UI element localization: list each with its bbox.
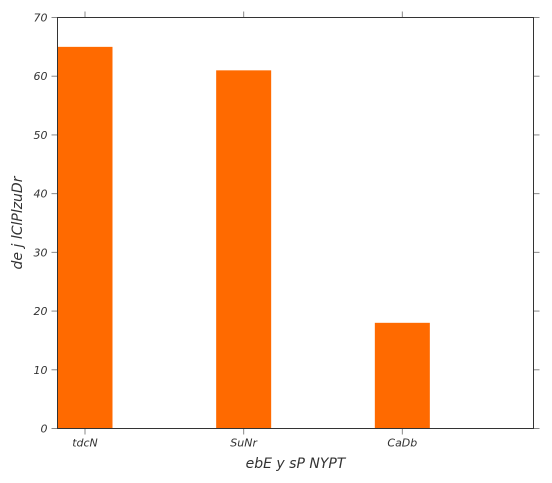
bar-CaDb <box>375 323 430 429</box>
y-axis-title: de j lClPlzuDr <box>10 175 26 269</box>
y-tick-labels: 0 10 20 30 40 50 60 70 <box>34 12 48 436</box>
x-tick-labels: tdcN SuNr CaDb <box>72 437 417 450</box>
bars-group <box>58 47 430 429</box>
plot-frame <box>58 18 534 429</box>
y-tick-label: 40 <box>34 188 48 201</box>
x-tick-label: SuNr <box>230 437 258 450</box>
y-tick-label: 10 <box>34 364 48 377</box>
bar-SuNr <box>216 70 271 428</box>
x-tick-label: tdcN <box>72 437 98 450</box>
y-tick-label: 20 <box>34 305 48 318</box>
y-tick-label: 30 <box>34 246 48 259</box>
ticks-group <box>52 12 540 435</box>
x-axis-title: ebE y sP NYPT <box>246 456 347 472</box>
y-tick-label: 70 <box>34 12 48 25</box>
bar-tdcN <box>58 47 113 429</box>
y-tick-label: 50 <box>34 129 48 142</box>
y-tick-label: 60 <box>34 70 48 83</box>
x-tick-label: CaDb <box>387 437 417 450</box>
y-tick-label: 0 <box>41 423 48 436</box>
